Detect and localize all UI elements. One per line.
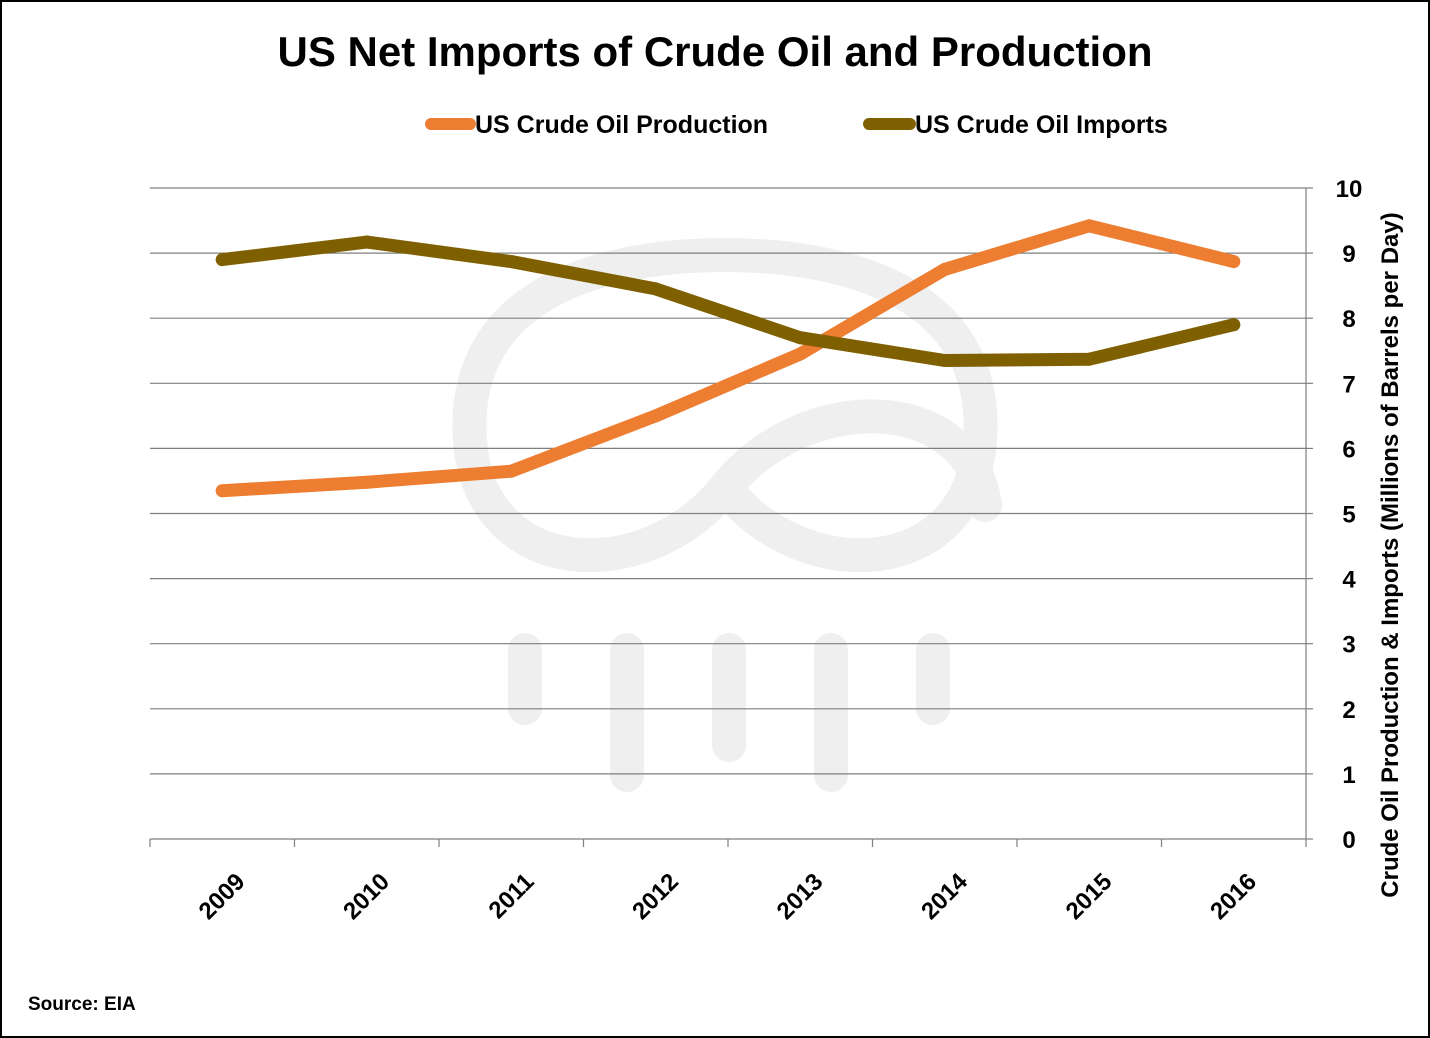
x-tick-label: 2011	[484, 868, 540, 924]
data-point-production	[649, 409, 663, 423]
data-point-production	[793, 347, 807, 361]
data-point-imports	[938, 354, 952, 368]
x-tick-label: 2012	[627, 868, 684, 925]
data-point-production	[1082, 219, 1096, 233]
legend: US Crude Oil Production US Crude Oil Imp…	[425, 111, 1168, 139]
chart-title: US Net Imports of Crude Oil and Producti…	[277, 28, 1152, 75]
x-tick-labels: 2009 2010 2011 2012 2013 2014 2015 2016	[194, 868, 1262, 925]
data-point-imports	[360, 235, 374, 249]
data-point-production	[360, 475, 374, 489]
y-tick-label: 10	[1336, 176, 1363, 203]
legend-label-imports: US Crude Oil Imports	[915, 111, 1168, 139]
x-tick-label: 2014	[916, 868, 973, 925]
y-tick-label: 8	[1342, 306, 1355, 333]
y-tick-label: 3	[1342, 632, 1355, 659]
data-point-production	[938, 262, 952, 276]
data-point-production	[504, 464, 518, 478]
source-note: Source: EIA	[28, 994, 136, 1015]
axes	[149, 187, 1313, 847]
y-axis-title: Crude Oil Production & Imports (Millions…	[1377, 212, 1404, 897]
data-point-production	[1227, 255, 1241, 269]
y-tick-label: 0	[1342, 827, 1355, 854]
y-tick-label: 1	[1342, 762, 1355, 789]
series-line-production	[215, 219, 1241, 498]
y-tick-label: 7	[1342, 371, 1355, 398]
data-point-imports	[215, 253, 229, 267]
series-lines	[215, 219, 1241, 498]
data-point-imports	[1227, 318, 1241, 332]
x-tick-label: 2010	[338, 868, 395, 925]
data-point-imports	[649, 282, 663, 296]
gridlines	[150, 187, 1306, 775]
y-tick-label: 9	[1342, 241, 1355, 268]
x-tick-label: 2016	[1205, 868, 1262, 925]
y-tick-labels: 0 1 2 3 4 5 6 7 8 9 10	[1336, 176, 1363, 854]
data-point-imports	[1082, 352, 1096, 366]
series-line-imports	[215, 235, 1241, 368]
x-tick-label: 2009	[194, 868, 251, 925]
y-tick-label: 6	[1342, 436, 1355, 463]
y-tick-label: 2	[1342, 697, 1355, 724]
y-tick-label: 4	[1342, 567, 1356, 594]
data-point-imports	[504, 255, 518, 269]
y-tick-label: 5	[1342, 502, 1355, 529]
data-point-production	[215, 484, 229, 498]
data-point-imports	[793, 331, 807, 345]
watermark-logo	[452, 237, 1002, 792]
x-tick-label: 2015	[1061, 868, 1118, 925]
x-tick-label: 2013	[772, 868, 829, 925]
legend-label-production: US Crude Oil Production	[475, 111, 768, 139]
